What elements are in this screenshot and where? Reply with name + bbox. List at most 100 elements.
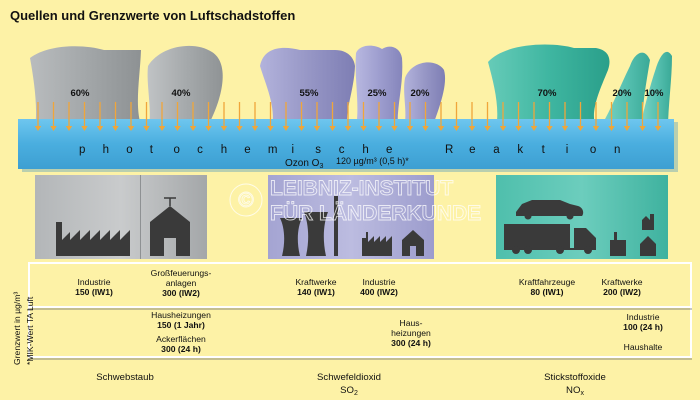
plume-so2-power-plants — [260, 47, 355, 128]
watermark-symbol: © — [238, 189, 254, 212]
arrow-head-icon — [143, 126, 150, 131]
column-divider — [140, 175, 141, 259]
axis-title: Grenzwert in µg/m³ *MIK-Wert TA Luft — [12, 292, 35, 365]
watermark-line2: FÜR LÄNDERKUNDE — [270, 202, 481, 225]
ozone-label: Ozon O3 — [285, 158, 323, 170]
arrow-head-icon — [236, 126, 243, 131]
limit-source-label: Ackerflächen — [156, 334, 206, 344]
arrow-head-icon — [391, 126, 398, 131]
arrow-head-icon — [577, 126, 584, 131]
plume-nox-vehicles — [488, 44, 610, 128]
limit-source-label: Industrie — [627, 312, 660, 322]
limit-value: 150 (1 Jahr) — [157, 320, 205, 330]
house-icon — [402, 230, 424, 256]
car-icon — [516, 200, 584, 216]
plume-particulate-furnaces — [147, 45, 223, 128]
truck-icon — [504, 224, 596, 250]
arrow-head-icon — [329, 126, 336, 131]
arrow-head-icon — [453, 126, 460, 131]
plume-nox-industry — [640, 51, 672, 128]
arrow-head-icon — [344, 126, 352, 131]
arrow-head-icon — [50, 126, 57, 131]
arrow-head-icon — [158, 126, 166, 131]
industry-silhouette-so2 — [362, 230, 424, 256]
arrow-head-icon — [654, 126, 662, 131]
factory-icon — [642, 214, 654, 230]
arrow-head-icon — [112, 126, 119, 131]
factory-icon — [610, 232, 626, 256]
limit-source-label: Industrie — [363, 277, 396, 287]
arrow-head-icon — [360, 126, 367, 131]
plume-label: 55% — [299, 88, 319, 99]
arrow-head-icon — [251, 126, 259, 131]
pollutant-labels: Schwebstaub Schwefeldioxid SO2 Stickstof… — [96, 372, 606, 397]
arrow-head-icon — [65, 126, 73, 131]
arrow-head-icon — [515, 126, 522, 131]
limit-source-label: Haushalte — [624, 342, 663, 352]
wheel-icon — [556, 246, 564, 254]
arrow-head-icon — [282, 126, 290, 131]
ozone-value: 120 µg/m³ (0,5 h)* — [336, 156, 409, 166]
limit-value: 300 (IW2) — [162, 288, 200, 298]
house-icon — [640, 236, 656, 256]
plume-label: 20% — [612, 88, 632, 99]
wheel-icon — [524, 212, 532, 220]
plume-label: 20% — [410, 88, 430, 99]
wheel-icon — [566, 212, 574, 220]
limit-value: 150 (IW1) — [75, 287, 113, 297]
power-plant-silhouette — [280, 196, 338, 256]
limit-source-label: Hausheizungen — [151, 310, 211, 320]
factory-silhouette-left — [56, 222, 130, 256]
power-plant-silhouette-nox — [610, 214, 656, 256]
watermark: © LEIBNIZ-INSTITUT FÜR LÄNDERKUNDE — [229, 177, 482, 225]
house-silhouette-left — [150, 197, 190, 256]
axis-label-line2: *MIK-Wert TA Luft — [25, 296, 35, 365]
limit-source-label: Haus- — [400, 318, 423, 328]
arrow-head-icon — [220, 126, 228, 131]
axis-label-line1: Grenzwert in µg/m³ — [12, 292, 22, 365]
plume-so2-industry — [355, 45, 403, 128]
arrow-head-icon — [375, 126, 383, 131]
chimney-icon — [334, 196, 338, 256]
pollutant-formula: NOx — [566, 385, 584, 397]
antenna-icon — [164, 197, 176, 206]
limit-value: 400 (IW2) — [360, 287, 398, 297]
limit-source-label: Kraftwerke — [295, 277, 336, 287]
arrow-head-icon — [592, 126, 600, 131]
reaction-band: photochemische Reaktion Ozon O3 120 µg/m… — [18, 102, 678, 172]
plume-particulate-industry — [30, 46, 142, 128]
downward-arrows — [34, 102, 662, 131]
limit-value: 140 (IW1) — [297, 287, 335, 297]
arrow-head-icon — [189, 126, 197, 131]
arrow-head-icon — [127, 126, 135, 131]
arrow-head-icon — [422, 126, 429, 131]
pollutant-formula: SO2 — [340, 385, 358, 397]
copyright-icon — [229, 183, 263, 217]
limit-source-label: Kraftwerke — [601, 277, 642, 287]
limit-source-label: Kraftfahrzeuge — [519, 277, 576, 287]
plume-label: 70% — [537, 88, 557, 99]
arrow-head-icon — [205, 126, 212, 131]
limit-source-label: Großfeuerungs- — [151, 268, 212, 278]
emission-plumes: 60% 40% 55% 25% 20% 70% 20% 10% — [30, 44, 672, 128]
page-title: Quellen und Grenzwerte von Luftschadstof… — [10, 8, 295, 23]
plume-label: 60% — [70, 88, 90, 99]
limit-value: 100 (24 h) — [623, 322, 663, 332]
pollutant-name: Schwebstaub — [96, 372, 154, 383]
arrow-head-icon — [267, 126, 274, 131]
factory-icon — [56, 222, 130, 256]
arrow-head-icon — [546, 126, 553, 131]
limit-value: 300 (24 h) — [161, 344, 201, 354]
arrow-head-icon — [639, 126, 646, 131]
limit-source-label: Industrie — [78, 277, 111, 287]
watermark-line1: LEIBNIZ-INSTITUT — [270, 177, 453, 200]
limit-table-inner — [30, 264, 690, 356]
house-icon — [150, 206, 190, 256]
arrow-head-icon — [499, 126, 507, 131]
arrow-head-icon — [81, 126, 88, 131]
arrow-head-icon — [623, 126, 631, 131]
